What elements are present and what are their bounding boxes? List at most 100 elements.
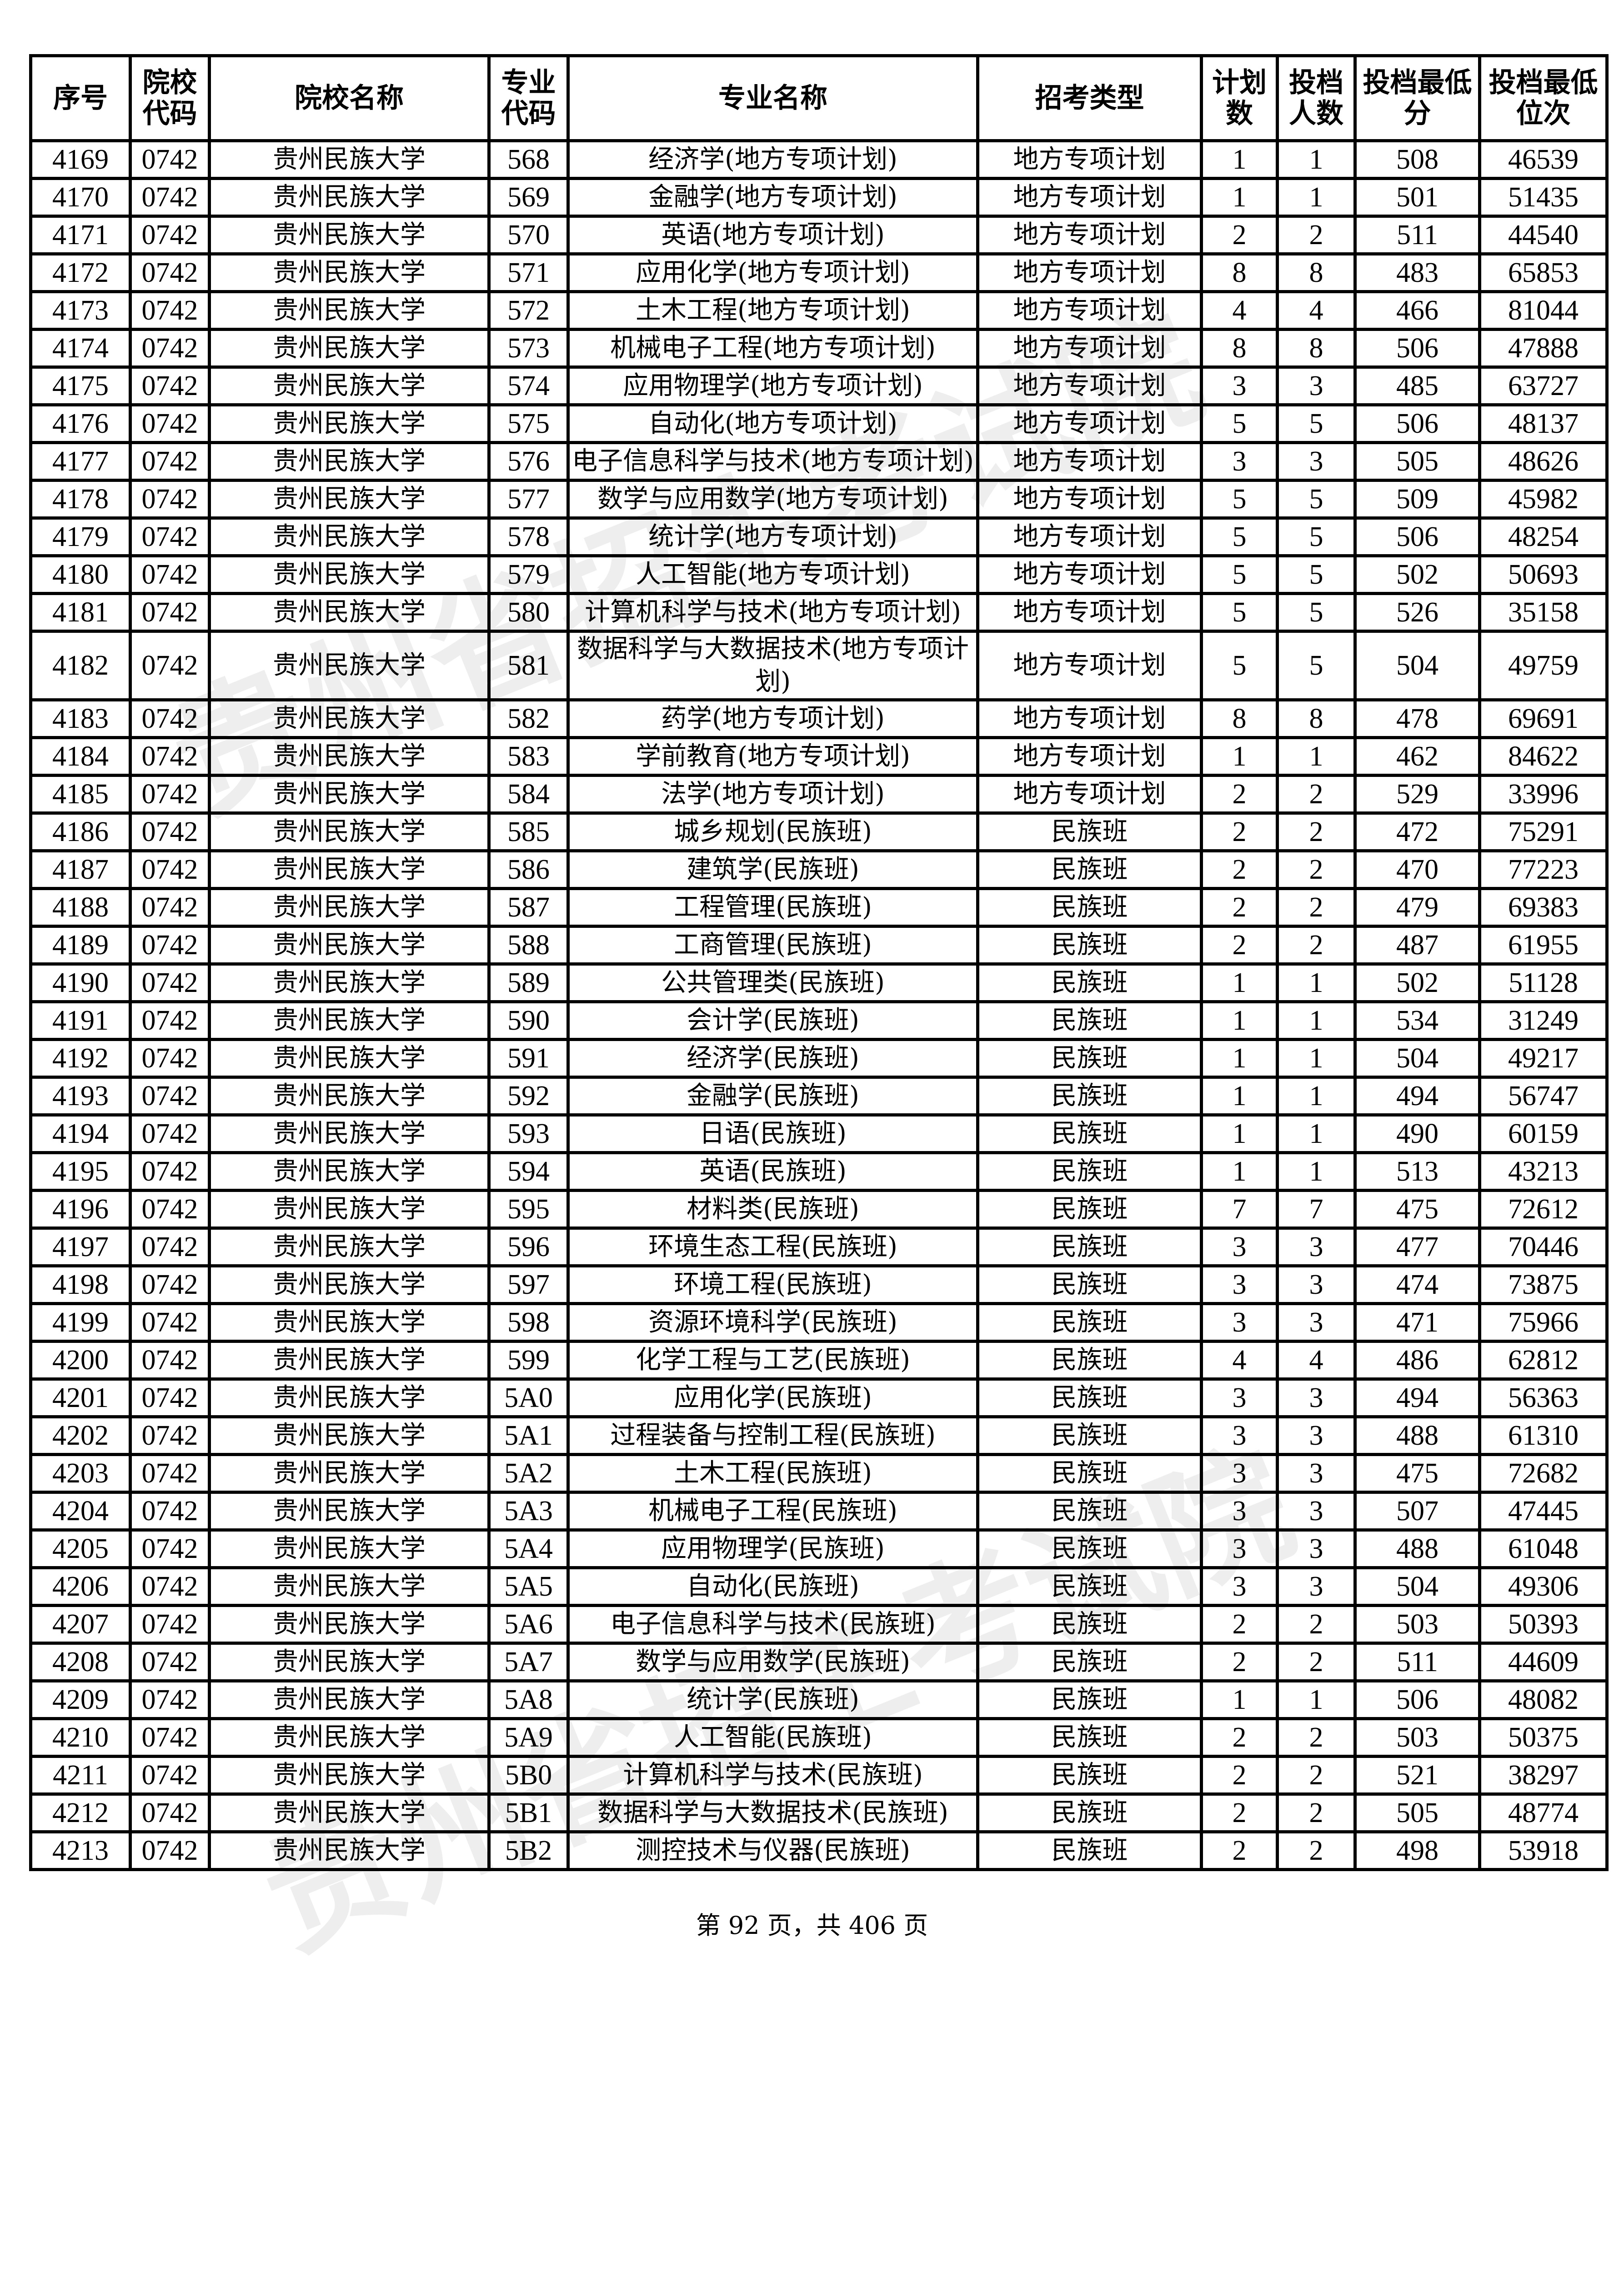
cell-major-name: 法学(地方专项计划) xyxy=(566,774,979,815)
cell-school-code: 0742 xyxy=(129,698,211,739)
cell-min-score: 534 xyxy=(1353,1000,1481,1041)
cell-school-code: 0742 xyxy=(129,1302,211,1343)
cell-seq: 4200 xyxy=(29,1340,132,1381)
cell-major-name: 机械电子工程(地方专项计划) xyxy=(566,328,979,369)
cell-major-name: 公共管理类(民族班) xyxy=(566,962,979,1003)
cell-min-rank: 50393 xyxy=(1478,1604,1609,1645)
cell-major-name: 金融学(地方专项计划) xyxy=(566,177,979,218)
cell-admitted-count: 1 xyxy=(1276,1151,1357,1192)
cell-school-name: 贵州民族大学 xyxy=(208,887,491,928)
cell-enroll-type: 地方专项计划 xyxy=(976,630,1203,701)
table-row: 4199 0742 贵州民族大学 598 资源环境科学(民族班) 民族班 3 3 471 7596… xyxy=(29,1302,1609,1343)
cell-school-name: 贵州民族大学 xyxy=(208,1604,491,1645)
cell-plan-count: 2 xyxy=(1200,774,1279,815)
cell-enroll-type: 民族班 xyxy=(976,925,1203,966)
cell-admitted-count: 4 xyxy=(1276,290,1357,331)
cell-enroll-type: 民族班 xyxy=(976,1264,1203,1305)
cell-seq: 4181 xyxy=(29,592,132,633)
cell-admitted-count: 3 xyxy=(1276,1528,1357,1569)
cell-school-code: 0742 xyxy=(129,1151,211,1192)
cell-admitted-count: 3 xyxy=(1276,1566,1357,1607)
cell-school-name: 贵州民族大学 xyxy=(208,1528,491,1569)
table-row: 4191 0742 贵州民族大学 590 会计学(民族班) 民族班 1 1 534 31249 xyxy=(29,1000,1609,1041)
cell-major-name: 自动化(民族班) xyxy=(566,1566,979,1607)
cell-min-rank: 46539 xyxy=(1478,139,1609,180)
cell-min-score: 526 xyxy=(1353,592,1481,633)
cell-admitted-count: 2 xyxy=(1276,774,1357,815)
cell-enroll-type: 地方专项计划 xyxy=(976,403,1203,444)
cell-min-rank: 63727 xyxy=(1478,365,1609,406)
table-row: 4180 0742 贵州民族大学 579 人工智能(地方专项计划) 地方专项计划 5 5 502… xyxy=(29,554,1609,595)
cell-school-code: 0742 xyxy=(129,1038,211,1079)
cell-min-rank: 53918 xyxy=(1478,1830,1609,1871)
cell-min-rank: 49759 xyxy=(1478,630,1609,701)
cell-min-rank: 69691 xyxy=(1478,698,1609,739)
cell-seq: 4192 xyxy=(29,1038,132,1079)
cell-enroll-type: 民族班 xyxy=(976,1679,1203,1720)
cell-enroll-type: 地方专项计划 xyxy=(976,479,1203,520)
cell-plan-count: 2 xyxy=(1200,849,1279,890)
cell-major-name: 测控技术与仪器(民族班) xyxy=(566,1830,979,1871)
cell-admitted-count: 1 xyxy=(1276,1038,1357,1079)
cell-admitted-count: 3 xyxy=(1276,365,1357,406)
cell-school-code: 0742 xyxy=(129,1491,211,1532)
cell-seq: 4190 xyxy=(29,962,132,1003)
cell-school-code: 0742 xyxy=(129,630,211,701)
cell-enroll-type: 地方专项计划 xyxy=(976,215,1203,255)
cell-major-name: 经济学(地方专项计划) xyxy=(566,139,979,180)
cell-major-name: 学前教育(地方专项计划) xyxy=(566,736,979,777)
cell-seq: 4208 xyxy=(29,1642,132,1682)
cell-major-code: 571 xyxy=(487,252,570,293)
cell-enroll-type: 民族班 xyxy=(976,1642,1203,1682)
cell-plan-count: 2 xyxy=(1200,811,1279,852)
table-row: 4211 0742 贵州民族大学 5B0 计算机科学与技术(民族班) 民族班 2 2 521 38… xyxy=(29,1755,1609,1796)
cell-major-name: 会计学(民族班) xyxy=(566,1000,979,1041)
cell-major-name: 金融学(民族班) xyxy=(566,1076,979,1116)
cell-plan-count: 2 xyxy=(1200,1604,1279,1645)
cell-min-score: 475 xyxy=(1353,1453,1481,1494)
cell-admitted-count: 2 xyxy=(1276,1604,1357,1645)
cell-major-code: 574 xyxy=(487,365,570,406)
cell-min-score: 506 xyxy=(1353,403,1481,444)
cell-major-name: 工程管理(民族班) xyxy=(566,887,979,928)
cell-min-score: 470 xyxy=(1353,849,1481,890)
cell-min-rank: 35158 xyxy=(1478,592,1609,633)
cell-seq: 4203 xyxy=(29,1453,132,1494)
table-row: 4210 0742 贵州民族大学 5A9 人工智能(民族班) 民族班 2 2 503 50375 xyxy=(29,1717,1609,1758)
cell-seq: 4171 xyxy=(29,215,132,255)
cell-min-rank: 56363 xyxy=(1478,1377,1609,1418)
cell-major-name: 应用物理学(民族班) xyxy=(566,1528,979,1569)
cell-school-name: 贵州民族大学 xyxy=(208,962,491,1003)
cell-min-rank: 48626 xyxy=(1478,441,1609,482)
cell-school-code: 0742 xyxy=(129,479,211,520)
cell-min-rank: 61048 xyxy=(1478,1528,1609,1569)
cell-major-name: 计算机科学与技术(民族班) xyxy=(566,1755,979,1796)
cell-major-code: 575 xyxy=(487,403,570,444)
cell-school-code: 0742 xyxy=(129,403,211,444)
cell-min-score: 507 xyxy=(1353,1491,1481,1532)
cell-enroll-type: 民族班 xyxy=(976,1189,1203,1230)
cell-school-name: 贵州民族大学 xyxy=(208,252,491,293)
table-row: 4203 0742 贵州民族大学 5A2 土木工程(民族班) 民族班 3 3 475 72682 xyxy=(29,1453,1609,1494)
table-row: 4182 0742 贵州民族大学 581 数据科学与大数据技术(地方专项计划) 地方专项计… xyxy=(29,630,1609,701)
cell-admitted-count: 3 xyxy=(1276,1453,1357,1494)
cell-admitted-count: 5 xyxy=(1276,630,1357,701)
cell-min-rank: 72682 xyxy=(1478,1453,1609,1494)
cell-min-score: 506 xyxy=(1353,516,1481,557)
cell-enroll-type: 民族班 xyxy=(976,849,1203,890)
cell-major-code: 586 xyxy=(487,849,570,890)
cell-major-name: 建筑学(民族班) xyxy=(566,849,979,890)
cell-seq: 4196 xyxy=(29,1189,132,1230)
table-row: 4178 0742 贵州民族大学 577 数学与应用数学(地方专项计划) 地方专项计划 5 5… xyxy=(29,479,1609,520)
cell-school-code: 0742 xyxy=(129,1528,211,1569)
cell-major-code: 589 xyxy=(487,962,570,1003)
cell-major-code: 570 xyxy=(487,215,570,255)
cell-major-code: 581 xyxy=(487,630,570,701)
cell-seq: 4169 xyxy=(29,139,132,180)
cell-major-code: 572 xyxy=(487,290,570,331)
cell-major-name: 自动化(地方专项计划) xyxy=(566,403,979,444)
cell-school-name: 贵州民族大学 xyxy=(208,1755,491,1796)
cell-major-code: 5B1 xyxy=(487,1792,570,1833)
cell-plan-count: 1 xyxy=(1200,1000,1279,1041)
cell-enroll-type: 民族班 xyxy=(976,1453,1203,1494)
